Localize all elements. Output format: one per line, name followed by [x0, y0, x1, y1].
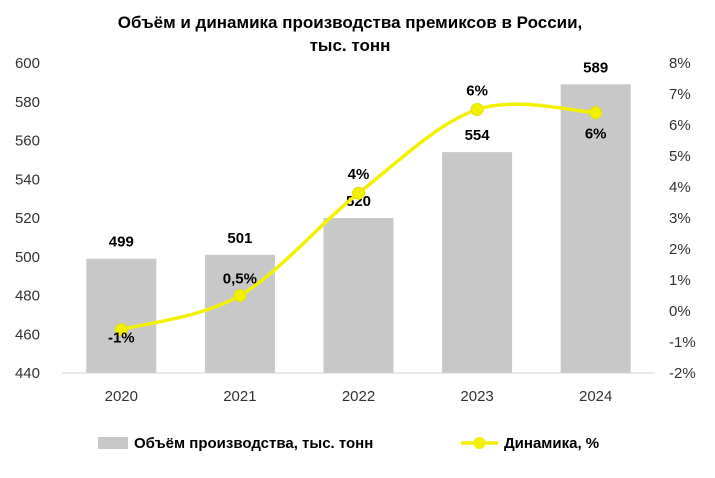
line-value-label: 4%: [348, 166, 370, 183]
bar-value-label: 589: [583, 59, 608, 76]
line-value-label: 6%: [585, 126, 607, 143]
bar: [442, 152, 513, 373]
y-right-tick-label: 3%: [669, 210, 691, 227]
line-point: [114, 323, 128, 337]
bar-value-label: 554: [465, 127, 491, 144]
y-right-tick-label: 2%: [669, 241, 691, 258]
y-left-tick-label: 560: [15, 133, 40, 150]
y-right-tick-label: 1%: [669, 272, 691, 289]
legend-label-bars: Объём производства, тыс. тонн: [134, 435, 373, 452]
y-left-tick-label: 480: [15, 288, 40, 305]
y-right-tick-label: -2%: [669, 365, 696, 382]
y-right-tick-label: 0%: [669, 303, 691, 320]
x-tick-label: 2024: [579, 388, 612, 405]
chart-title: Объём и динамика производства премиксов …: [118, 13, 583, 32]
line-point: [589, 106, 603, 120]
bar: [86, 258, 157, 373]
bar: [204, 254, 275, 373]
line-value-label: 0,5%: [223, 271, 257, 288]
y-left-tick-label: 520: [15, 210, 40, 227]
y-right-tick-label: -1%: [669, 334, 696, 351]
bar-value-label: 501: [227, 230, 252, 247]
line-point: [233, 289, 247, 302]
y-right-tick-label: 6%: [669, 117, 691, 134]
line-point: [470, 103, 484, 116]
y-left-tick-label: 540: [15, 171, 40, 188]
y-right-tick-label: 5%: [669, 148, 691, 165]
legend-swatch-marker: [473, 437, 486, 449]
y-right-tick-label: 4%: [669, 179, 691, 196]
legend: Объём производства, тыс. тонн Динамика, %: [98, 435, 599, 452]
bar-value-label: 499: [109, 234, 134, 251]
x-tick-label: 2023: [460, 388, 493, 405]
bar: [323, 218, 394, 373]
x-tick-label: 2020: [105, 388, 138, 405]
x-tick-label: 2021: [223, 388, 256, 405]
x-tick-label: 2022: [342, 388, 375, 405]
y-right-tick-label: 8%: [669, 55, 691, 72]
y-right-tick-label: 7%: [669, 86, 691, 103]
y-left-tick-label: 600: [15, 55, 40, 72]
y-left-tick-label: 500: [15, 249, 40, 266]
legend-swatch-bars: [98, 437, 128, 449]
y-left-tick-label: 460: [15, 326, 40, 343]
legend-label-line: Динамика, %: [504, 435, 599, 452]
line-value-label: 6%: [466, 83, 488, 100]
y-left-tick-label: 440: [15, 365, 40, 382]
bar: [560, 84, 631, 373]
line-value-label: -1%: [108, 330, 135, 347]
plot-area: 440 460 480 500 520 540 560 580 600 -2% -1% 0% 1% 2% 3…: [15, 55, 696, 405]
chart-subtitle: тыс. тонн: [310, 36, 391, 55]
y-left-tick-label: 580: [15, 94, 40, 111]
line-point: [352, 186, 365, 200]
